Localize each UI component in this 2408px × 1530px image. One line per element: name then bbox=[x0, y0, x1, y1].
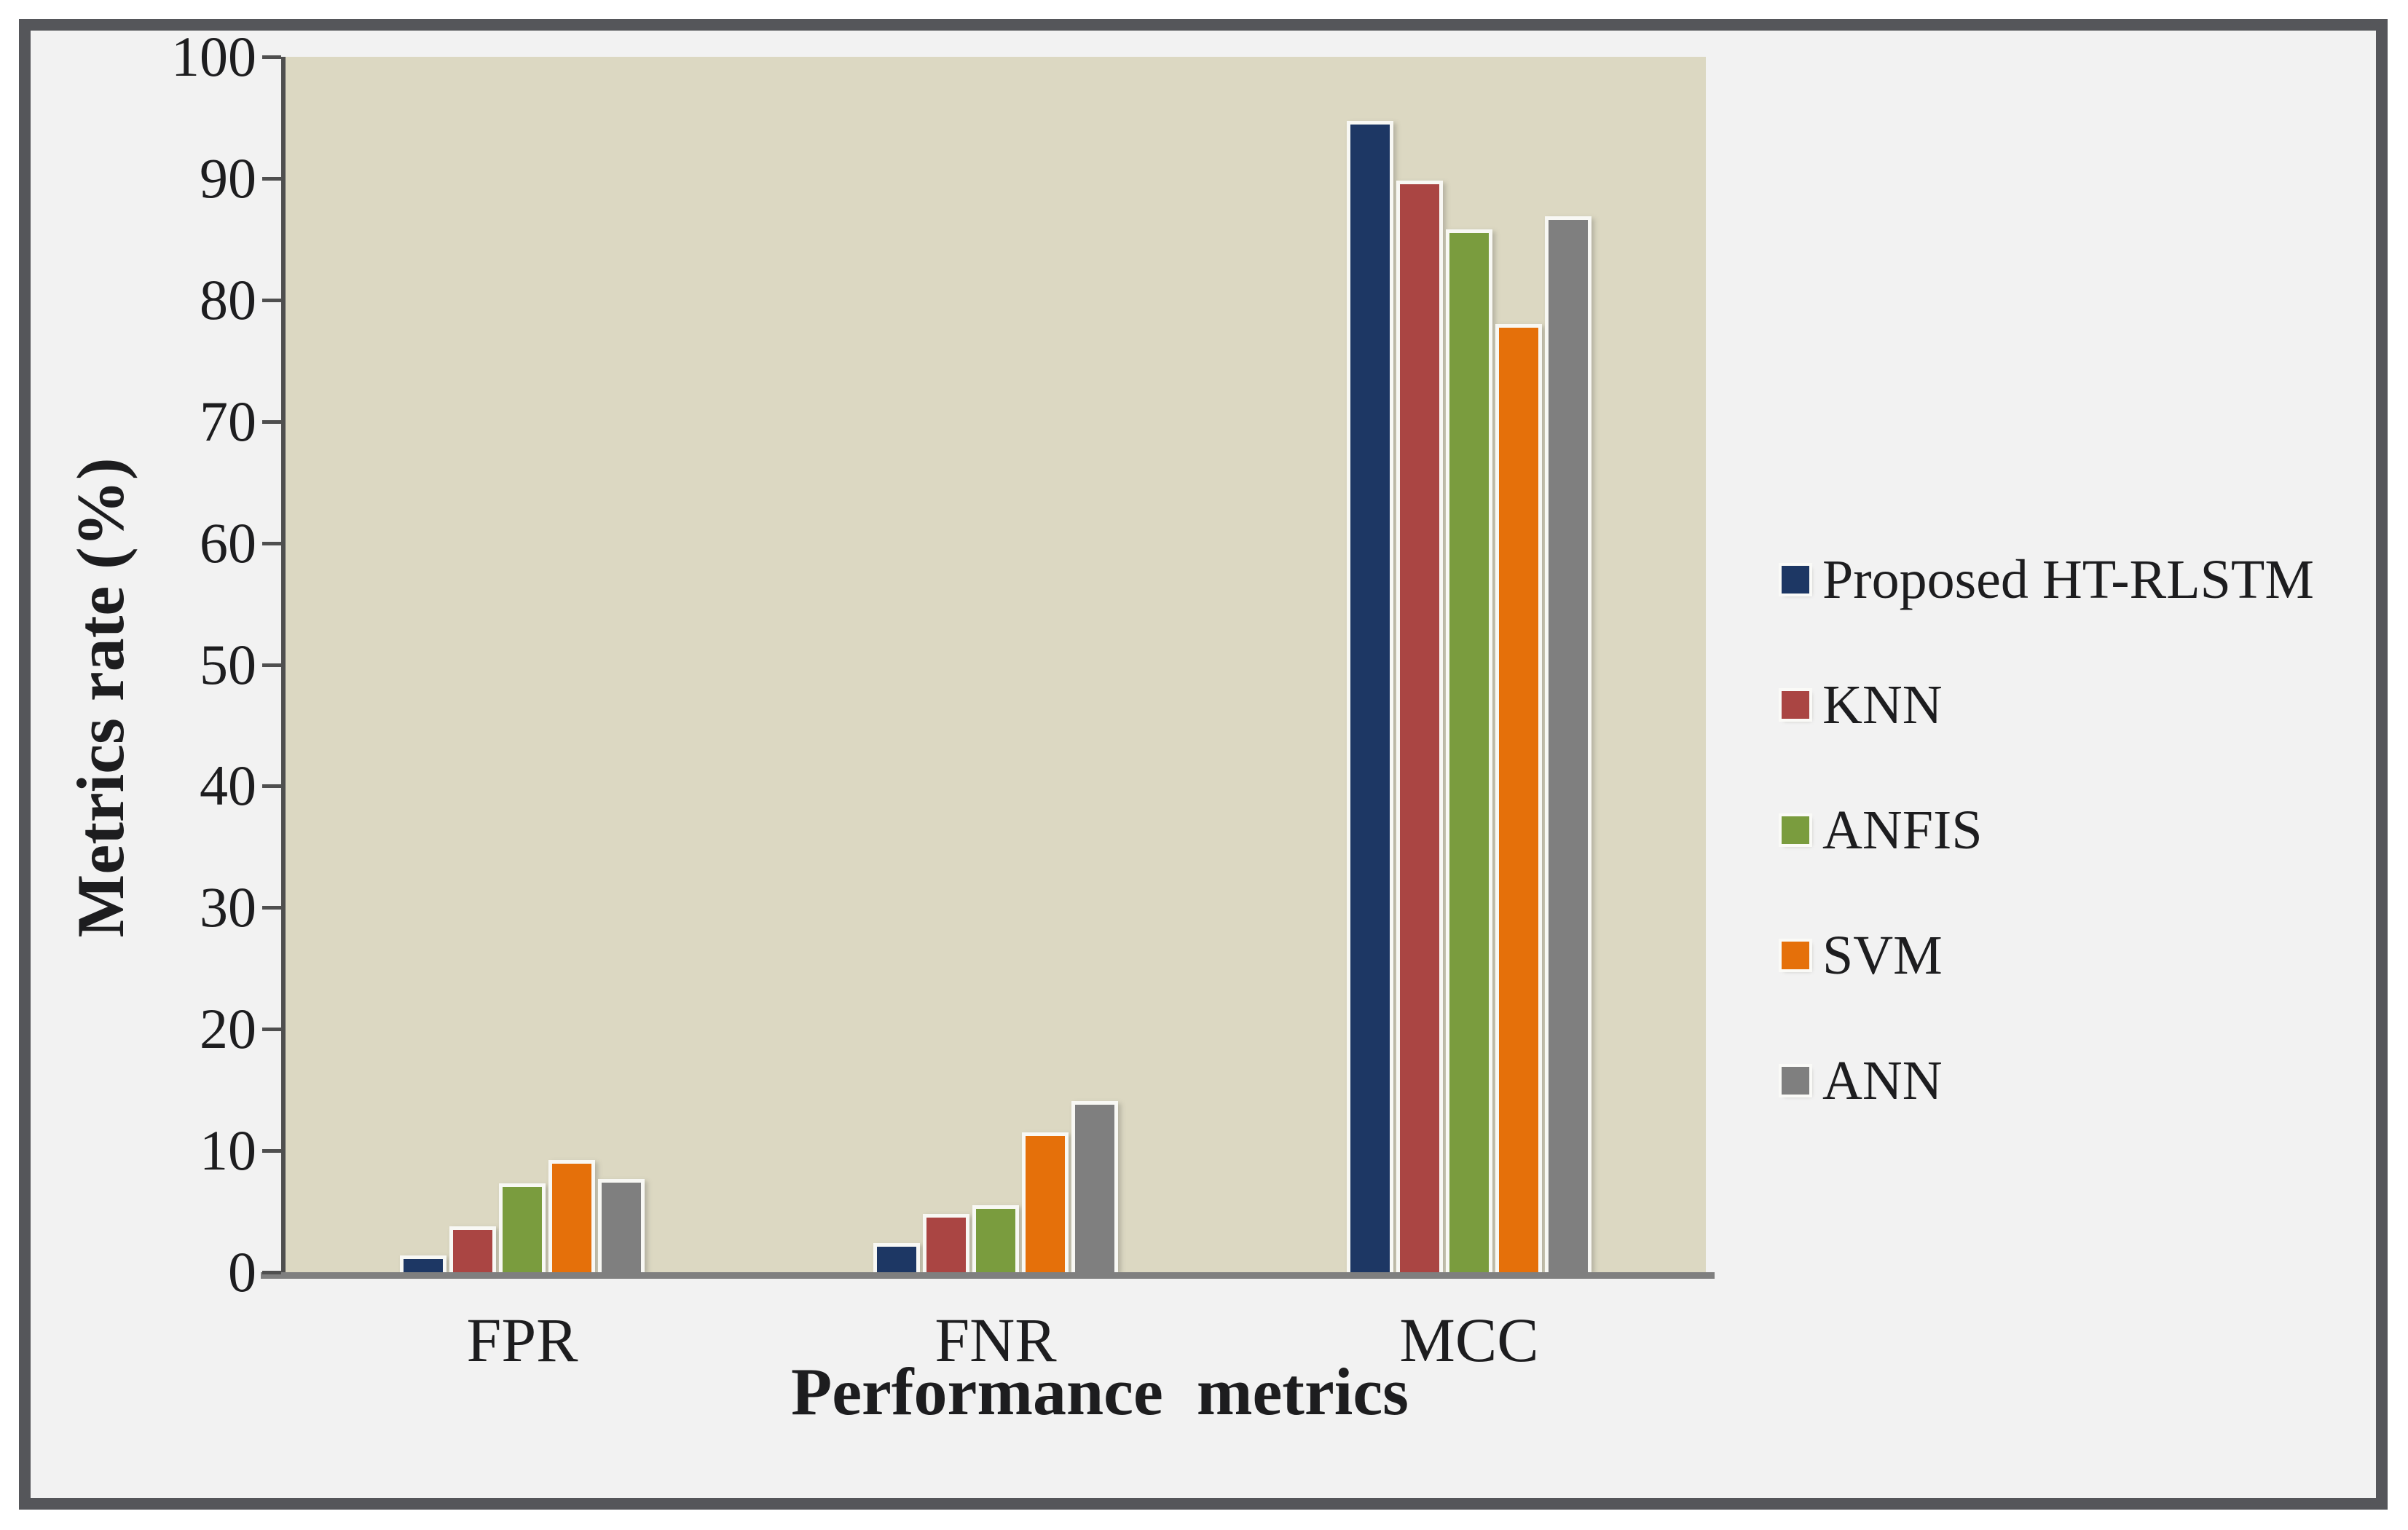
legend-item-Proposed HT-RLSTM: Proposed HT-RLSTM bbox=[1782, 551, 2314, 609]
bar-ANN-MCC bbox=[1545, 216, 1591, 1272]
legend-item-SVM: SVM bbox=[1782, 926, 2314, 985]
y-tick-label-10: 10 bbox=[200, 1119, 256, 1183]
legend-label-SVM: SVM bbox=[1822, 925, 1943, 986]
y-axis-line bbox=[281, 57, 286, 1279]
category-label-MCC: MCC bbox=[1399, 1305, 1539, 1375]
legend-label-KNN: KNN bbox=[1822, 674, 1943, 736]
y-tick-80 bbox=[262, 298, 281, 302]
y-tick-20 bbox=[262, 1028, 281, 1032]
bar-group-FPR bbox=[286, 57, 759, 1272]
legend-swatch-ANN bbox=[1782, 1067, 1809, 1095]
y-tick-label-0: 0 bbox=[228, 1240, 256, 1304]
bar-Proposed HT-RLSTM-FPR bbox=[400, 1255, 446, 1272]
y-tick-label-40: 40 bbox=[200, 754, 256, 818]
legend-item-ANFIS: ANFIS bbox=[1782, 801, 2314, 859]
y-tick-label-60: 60 bbox=[200, 510, 256, 575]
y-tick-10 bbox=[262, 1149, 281, 1154]
bar-group-MCC bbox=[1232, 57, 1706, 1272]
legend-item-KNN: KNN bbox=[1782, 676, 2314, 734]
y-tick-label-30: 30 bbox=[200, 875, 256, 939]
x-axis-line bbox=[261, 1272, 1715, 1279]
y-tick-label-50: 50 bbox=[200, 632, 256, 696]
legend-swatch-SVM bbox=[1782, 942, 1809, 969]
legend-label-ANN: ANN bbox=[1822, 1050, 1943, 1111]
legend-swatch-Proposed HT-RLSTM bbox=[1782, 566, 1809, 594]
bar-group-FNR bbox=[759, 57, 1232, 1272]
legend: Proposed HT-RLSTM KNN ANFIS SVM ANN bbox=[1782, 551, 2314, 1177]
y-tick-label-100: 100 bbox=[171, 25, 256, 88]
legend-label-Proposed HT-RLSTM: Proposed HT-RLSTM bbox=[1822, 549, 2314, 610]
bar-ANN-FPR bbox=[598, 1178, 645, 1272]
y-tick-label-70: 70 bbox=[200, 389, 256, 453]
y-tick-50 bbox=[262, 663, 281, 667]
x-axis-title: Performance metrics bbox=[791, 1354, 1409, 1429]
bar-ANN-FNR bbox=[1071, 1100, 1118, 1272]
y-tick-label-20: 20 bbox=[200, 997, 256, 1061]
y-tick-40 bbox=[262, 784, 281, 789]
bar-ANFIS-FPR bbox=[499, 1183, 546, 1272]
bar-Proposed HT-RLSTM-MCC bbox=[1347, 121, 1393, 1272]
category-label-FPR: FPR bbox=[466, 1305, 578, 1375]
bar-SVM-MCC bbox=[1495, 324, 1542, 1272]
legend-item-ANN: ANN bbox=[1782, 1052, 2314, 1110]
bar-ANFIS-FNR bbox=[972, 1205, 1019, 1272]
y-tick-90 bbox=[262, 176, 281, 181]
y-axis-title: Metrics rate (%) bbox=[63, 457, 138, 938]
y-tick-70 bbox=[262, 419, 281, 424]
legend-swatch-KNN bbox=[1782, 691, 1809, 719]
y-tick-0 bbox=[262, 1271, 281, 1274]
y-tick-100 bbox=[262, 55, 281, 59]
bar-Proposed HT-RLSTM-FNR bbox=[873, 1242, 920, 1272]
bar-KNN-FNR bbox=[923, 1213, 969, 1272]
y-tick-30 bbox=[262, 906, 281, 910]
y-tick-label-90: 90 bbox=[200, 146, 256, 210]
legend-label-ANFIS: ANFIS bbox=[1822, 800, 1983, 861]
category-label-FNR: FNR bbox=[935, 1305, 1057, 1375]
y-tick-60 bbox=[262, 541, 281, 545]
legend-swatch-ANFIS bbox=[1782, 816, 1809, 844]
bar-ANFIS-MCC bbox=[1446, 229, 1492, 1272]
bar-KNN-FPR bbox=[449, 1226, 496, 1272]
bar-SVM-FPR bbox=[548, 1160, 595, 1272]
y-tick-label-80: 80 bbox=[200, 267, 256, 331]
plot-area bbox=[286, 57, 1706, 1272]
bar-KNN-MCC bbox=[1396, 181, 1443, 1272]
bar-SVM-FNR bbox=[1022, 1132, 1069, 1272]
